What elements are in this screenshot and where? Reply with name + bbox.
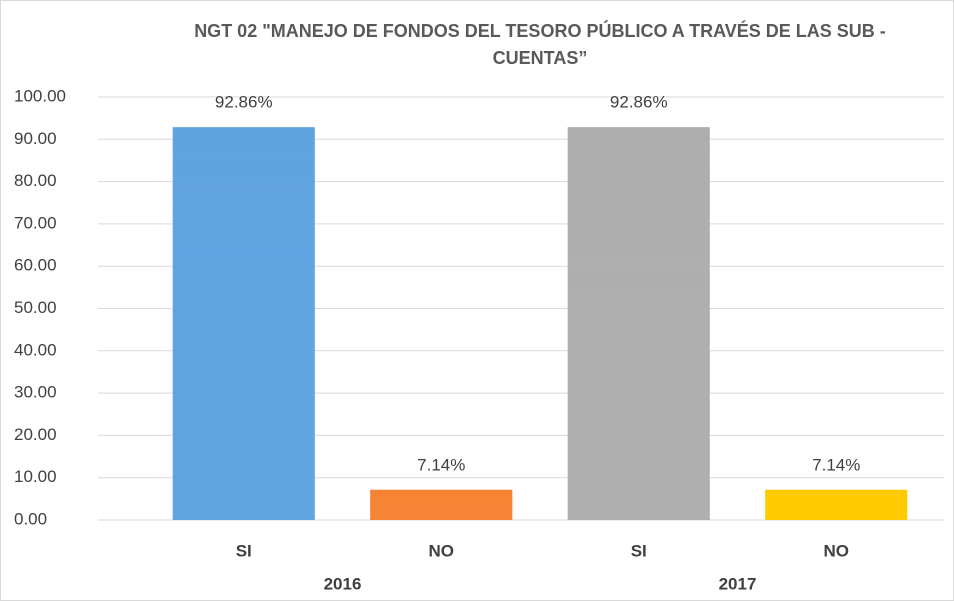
group-label: 2017 xyxy=(719,574,757,593)
bar xyxy=(567,127,710,520)
x-tick-label: NO xyxy=(429,541,455,560)
y-tick-label: 80.00 xyxy=(14,171,57,190)
y-tick-label: 10.00 xyxy=(14,467,57,486)
y-tick-label: 0.00 xyxy=(14,509,47,528)
y-tick-label: 20.00 xyxy=(14,425,57,444)
y-tick-label: 30.00 xyxy=(14,383,57,402)
y-tick-label: 70.00 xyxy=(14,213,57,232)
y-tick-label: 100.00 xyxy=(14,86,66,105)
group-label: 2016 xyxy=(324,574,362,593)
y-tick-label: 50.00 xyxy=(14,298,57,317)
bar xyxy=(765,489,908,520)
bar xyxy=(370,489,513,520)
chart-title: NGT 02 "MANEJO DE FONDOS DEL TESORO PÚBL… xyxy=(194,21,886,68)
data-label: 7.14% xyxy=(417,455,465,474)
y-tick-label: 90.00 xyxy=(14,129,57,148)
y-tick-label: 60.00 xyxy=(14,256,57,275)
data-label: 92.86% xyxy=(215,93,273,112)
data-label: 7.14% xyxy=(812,455,860,474)
bar xyxy=(172,127,315,520)
data-label: 92.86% xyxy=(610,93,668,112)
y-tick-label: 40.00 xyxy=(14,340,57,359)
x-tick-label: NO xyxy=(824,541,850,560)
x-tick-label: SI xyxy=(236,541,252,560)
x-tick-label: SI xyxy=(631,541,647,560)
